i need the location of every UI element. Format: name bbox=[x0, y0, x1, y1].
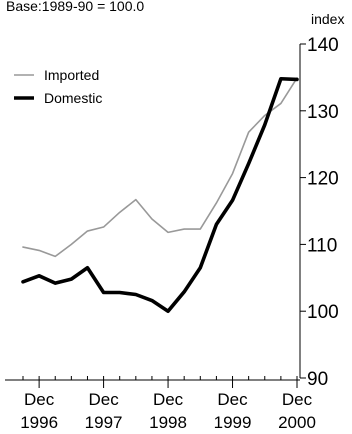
y-tick-label: 90 bbox=[307, 369, 328, 390]
x-tick-year-label: 1997 bbox=[85, 413, 123, 432]
x-tick-month-label: Dec bbox=[24, 390, 55, 409]
y-tick-label: 110 bbox=[307, 235, 337, 256]
series-line-imported bbox=[22, 77, 298, 258]
x-tick-month-label: Dec bbox=[88, 390, 119, 409]
y-tick-label: 130 bbox=[307, 102, 339, 123]
chart-axes: 90 100 110 120 130 140 Dec 1996 Dec 1997 Dec 1998 De… bbox=[5, 35, 339, 432]
x-tick-year-label: 2000 bbox=[278, 413, 316, 432]
chart-series bbox=[21, 76, 299, 314]
chart-legend: Imported Domestic bbox=[14, 67, 102, 106]
x-tick-year-label: 1999 bbox=[214, 413, 252, 432]
x-tick-month-label: Dec bbox=[153, 390, 184, 409]
legend-label-domestic: Domestic bbox=[44, 90, 102, 106]
x-tick-year-label: 1998 bbox=[149, 413, 187, 432]
y-tick-label: 120 bbox=[307, 169, 339, 190]
chart-base-note: Base:1989-90 = 100.0 bbox=[6, 0, 145, 14]
y-axis-unit-label: index bbox=[311, 11, 345, 27]
y-tick-label: 140 bbox=[307, 35, 339, 56]
y-tick-label: 100 bbox=[307, 302, 339, 323]
legend-label-imported: Imported bbox=[44, 67, 99, 83]
x-tick-year-label: 1996 bbox=[20, 413, 58, 432]
x-tick-month-label: Dec bbox=[217, 390, 248, 409]
x-tick-month-label: Dec bbox=[282, 390, 313, 409]
series-line-domestic bbox=[21, 76, 299, 314]
